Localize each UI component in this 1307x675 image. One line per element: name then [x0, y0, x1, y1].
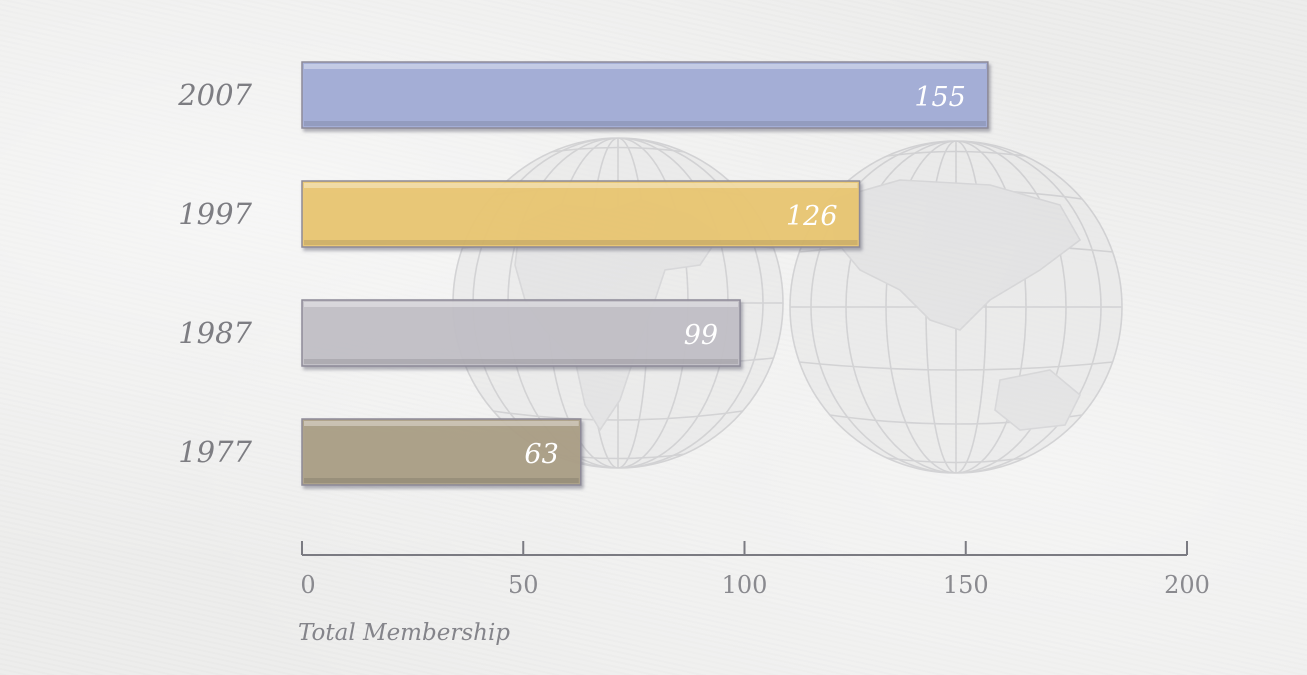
category-label-1997: 1997 — [178, 197, 252, 231]
bar-highlight-2007 — [304, 64, 986, 69]
bar-highlight-1997 — [304, 183, 858, 188]
globe-right-icon — [789, 140, 1123, 474]
x-tick-label-100: 100 — [722, 571, 768, 599]
x-tick-label-0: 0 — [300, 571, 315, 599]
bar-highlight-1977 — [304, 421, 579, 426]
bar-bevel-1987 — [304, 359, 739, 364]
bar-rect-2007 — [301, 61, 989, 129]
x-axis: 0 50 100 150 200 Total Membership — [298, 541, 1210, 646]
value-label-1997: 126 — [786, 201, 838, 232]
bar-bevel-1977 — [304, 478, 579, 483]
bar-1977 — [301, 418, 582, 486]
bar-bevel-1997 — [304, 240, 858, 245]
bar-bevel-2007 — [304, 121, 986, 126]
bar-rect-1997 — [301, 180, 861, 248]
bar-highlight-1987 — [304, 302, 739, 307]
category-label-1977: 1977 — [178, 435, 252, 469]
category-label-2007: 2007 — [177, 78, 252, 112]
bar-2007 — [301, 61, 989, 129]
bar-rect-1977 — [301, 418, 582, 486]
x-tick-label-150: 150 — [943, 571, 989, 599]
bar-1997 — [301, 180, 861, 248]
category-label-1987: 1987 — [178, 316, 252, 350]
bar-rect-1987 — [301, 299, 741, 367]
bars-layer: 2007 155 1997 126 1987 99 1977 63 — [177, 61, 989, 486]
value-label-2007: 155 — [914, 82, 966, 113]
x-tick-label-50: 50 — [508, 571, 539, 599]
x-tick-label-200: 200 — [1164, 571, 1210, 599]
value-label-1977: 63 — [524, 439, 558, 470]
value-label-1987: 99 — [684, 320, 718, 351]
bar-1987 — [301, 299, 741, 367]
x-axis-title: Total Membership — [298, 620, 510, 646]
